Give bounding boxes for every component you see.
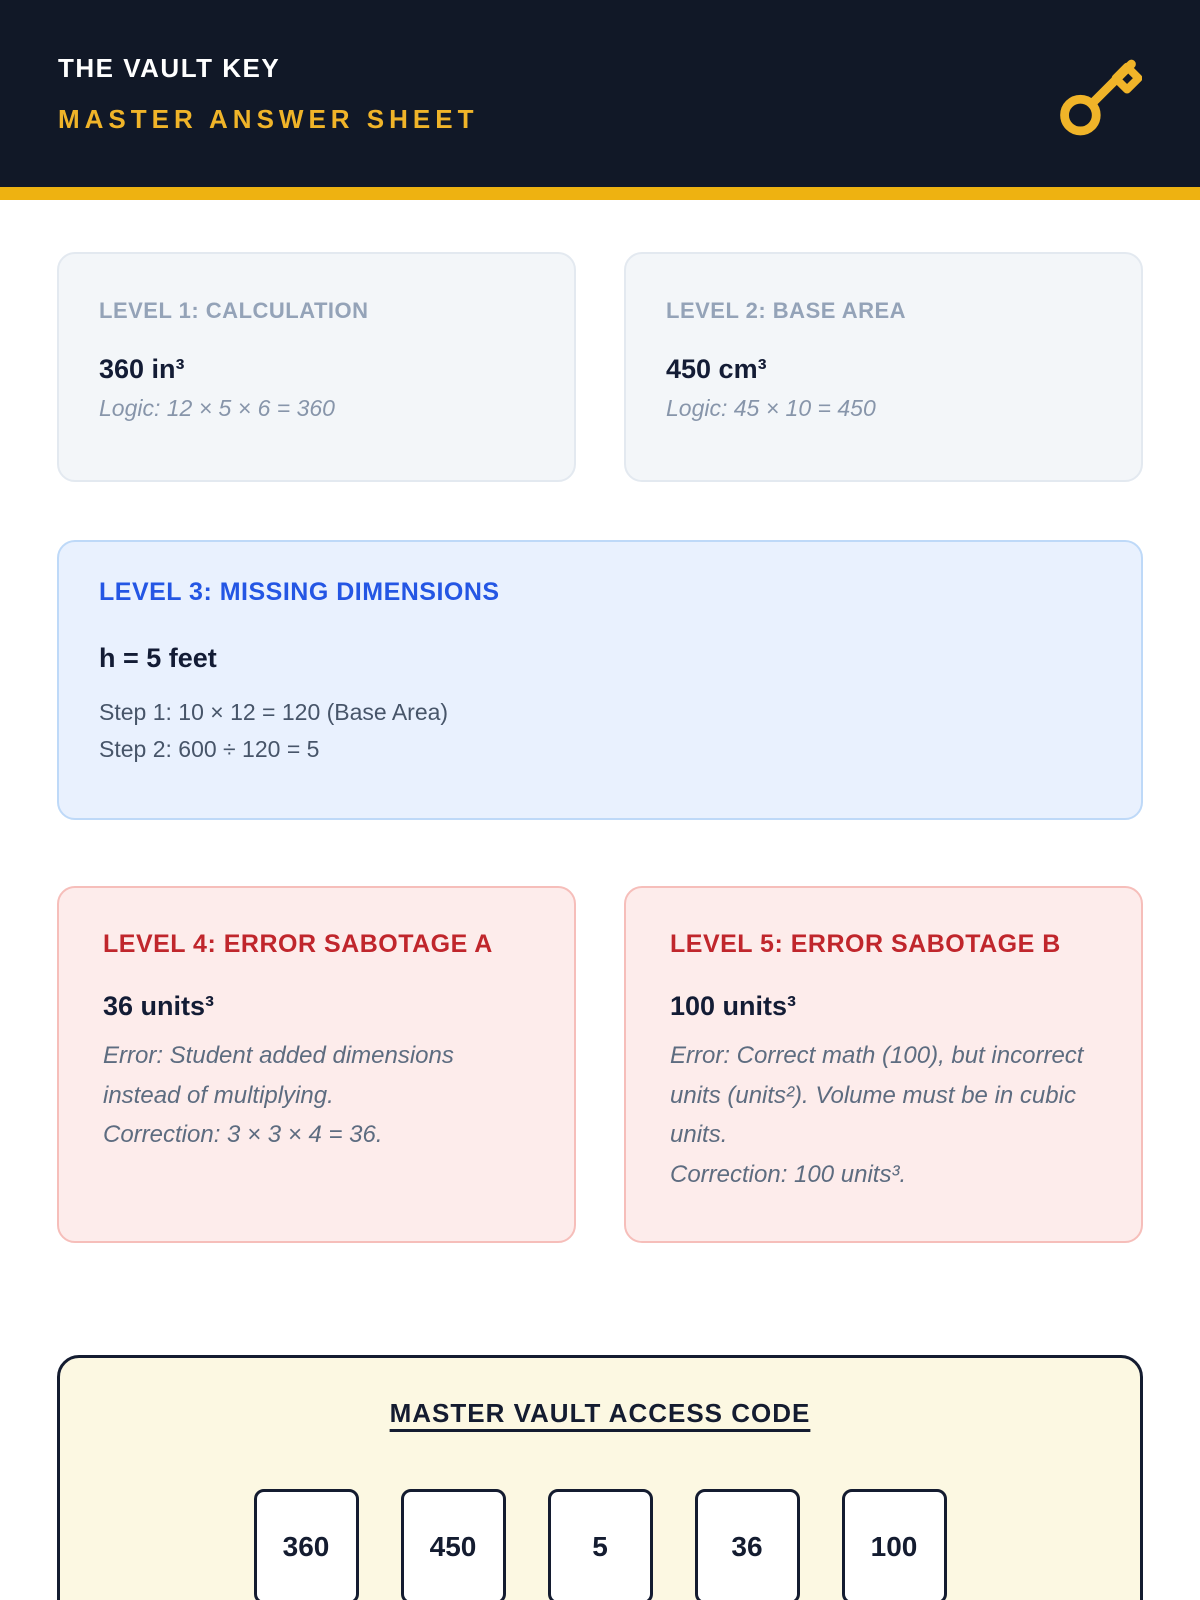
level-4-correction-line: Correction: 3 × 3 × 4 = 36. [103, 1121, 383, 1149]
level-4-error-line: Error: Student added dimensions instead … [103, 1042, 454, 1109]
page-header: THE VAULT KEY MASTER ANSWER SHEET [0, 0, 1200, 187]
level-3-answer: h = 5 feet [99, 643, 217, 673]
level-1-heading: LEVEL 1: CALCULATION [99, 298, 369, 323]
page-title: THE VAULT KEY [58, 52, 281, 83]
level-3-steps: Step 1: 10 × 12 = 120 (Base Area) Step 2… [99, 694, 1101, 768]
level-2-answer: 450 cm³ [666, 354, 767, 384]
level-3-card: LEVEL 3: MISSING DIMENSIONS h = 5 feet S… [57, 540, 1143, 820]
level-3-step-1: Step 1: 10 × 12 = 120 (Base Area) [99, 699, 449, 725]
vault-code-box-1: 360 [253, 1489, 359, 1600]
level-4-heading: LEVEL 4: ERROR SABOTAGE A [103, 930, 493, 958]
level-2-card: LEVEL 2: BASE AREA 450 cm³ Logic: 45 × 1… [624, 252, 1143, 482]
level-5-explanation: Error: Correct math (100), but incorrect… [670, 1036, 1097, 1194]
level-5-correction-line: Correction: 100 units³. [670, 1160, 907, 1188]
level-1-answer: 360 in³ [99, 354, 185, 384]
level-4-answer: 36 units³ [103, 991, 215, 1021]
gold-accent-bar [0, 187, 1200, 200]
level-2-heading: LEVEL 2: BASE AREA [666, 298, 907, 323]
level-2-logic: Logic: 45 × 10 = 450 [666, 395, 876, 421]
answer-sheet-content: LEVEL 1: CALCULATION 360 in³ Logic: 12 ×… [0, 252, 1200, 1600]
level-4-card: LEVEL 4: ERROR SABOTAGE A 36 units³ Erro… [57, 886, 576, 1243]
master-vault-card: MASTER VAULT ACCESS CODE 360 450 5 36 10… [57, 1355, 1143, 1600]
level-5-answer: 100 units³ [670, 991, 797, 1021]
level-5-card: LEVEL 5: ERROR SABOTAGE B 100 units³ Err… [624, 886, 1143, 1243]
level-3-heading: LEVEL 3: MISSING DIMENSIONS [99, 578, 500, 606]
level-5-error-line: Error: Correct math (100), but incorrect… [670, 1042, 1084, 1149]
level-3-step-2: Step 2: 600 ÷ 120 = 5 [99, 735, 320, 762]
level-5-heading: LEVEL 5: ERROR SABOTAGE B [670, 930, 1061, 958]
level-4-explanation: Error: Student added dimensions instead … [103, 1036, 530, 1155]
vault-code-box-2: 450 [400, 1489, 506, 1600]
level-row-2: LEVEL 4: ERROR SABOTAGE A 36 units³ Erro… [57, 886, 1143, 1243]
page-subtitle: MASTER ANSWER SHEET [58, 103, 479, 134]
vault-code-row: 360 450 5 36 100 [100, 1489, 1100, 1600]
vault-code-box-3: 5 [547, 1489, 653, 1600]
level-1-logic: Logic: 12 × 5 × 6 = 360 [99, 395, 335, 421]
vault-code-box-4: 36 [694, 1489, 800, 1600]
key-icon [1054, 48, 1142, 140]
level-1-card: LEVEL 1: CALCULATION 360 in³ Logic: 12 ×… [57, 252, 576, 482]
header-text-block: THE VAULT KEY MASTER ANSWER SHEET [58, 53, 479, 135]
vault-heading: MASTER VAULT ACCESS CODE [389, 1398, 811, 1428]
level-row-1: LEVEL 1: CALCULATION 360 in³ Logic: 12 ×… [57, 252, 1143, 482]
vault-code-box-5: 100 [841, 1489, 947, 1600]
